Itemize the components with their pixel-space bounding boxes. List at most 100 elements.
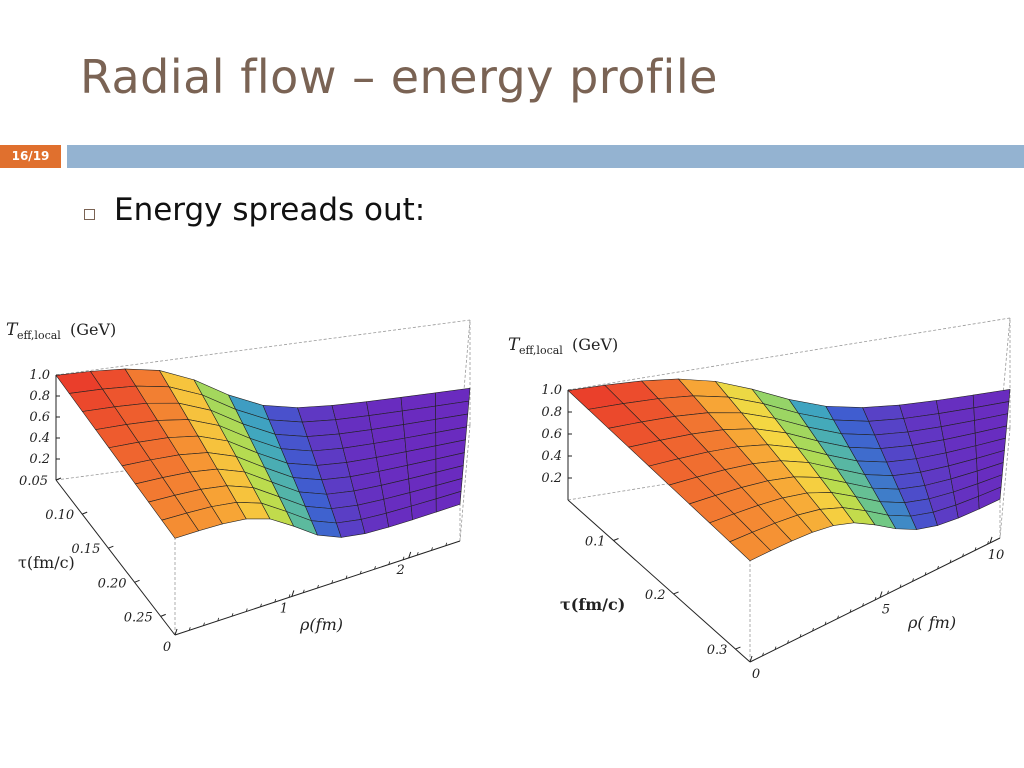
- tau-tick: [735, 646, 741, 650]
- surface-cell: [335, 519, 366, 538]
- tau-axis-line: [55, 479, 176, 636]
- tau-axis-label: τ(fm/c): [560, 595, 625, 614]
- tau-tick: [55, 477, 62, 481]
- bullet-text: Energy spreads out:: [114, 192, 426, 228]
- rho-minor-tick: [949, 559, 952, 563]
- rho-minor-tick: [962, 553, 964, 557]
- rho-axis-label: ρ( fm): [907, 613, 956, 632]
- tau-tick-label: 0.25: [124, 610, 153, 625]
- rho-tick: [408, 551, 412, 559]
- rho-minor-tick: [762, 652, 764, 656]
- surface-group: [567, 317, 1011, 663]
- z-tick-label: 0.4: [541, 449, 562, 464]
- zlabel-unit: (GeV): [70, 320, 116, 339]
- zlabel-sub: eff,local: [519, 344, 563, 357]
- rho-minor-tick: [374, 566, 376, 570]
- rho-minor-tick: [245, 608, 248, 612]
- rho-minor-tick: [345, 575, 348, 579]
- rho-minor-tick: [912, 578, 914, 582]
- tau-tick: [613, 538, 619, 541]
- surface-cell: [301, 419, 340, 437]
- rho-minor-tick: [774, 646, 777, 650]
- tau-tick-label: 0.10: [45, 508, 74, 523]
- slide-title: Radial flow – energy profile: [80, 50, 718, 104]
- rho-minor-tick: [416, 551, 419, 556]
- rho-minor-tick: [787, 640, 789, 644]
- tau-axis-label: τ(fm/c): [18, 553, 75, 572]
- tau-tick-label: 0.3: [707, 643, 728, 658]
- tau-tick-label: 0.20: [98, 576, 127, 591]
- rho-minor-tick: [402, 556, 405, 560]
- rho-minor-tick: [317, 584, 319, 589]
- tau-tick: [108, 545, 114, 549]
- rho-axis-label: ρ(fm): [299, 615, 343, 634]
- rho-minor-tick: [260, 603, 262, 607]
- tau-tick: [160, 613, 166, 617]
- rho-minor-tick: [203, 622, 205, 626]
- surface-cell: [297, 405, 337, 423]
- rho-minor-tick: [331, 580, 334, 584]
- rho-tick: [749, 655, 753, 663]
- zlabel-unit: (GeV): [572, 335, 618, 354]
- rho-tick-label: 10: [988, 548, 1005, 563]
- rho-minor-tick: [974, 547, 977, 551]
- z-tick-label: 0.2: [541, 471, 562, 486]
- rho-minor-tick: [431, 547, 433, 551]
- rho-minor-tick: [862, 603, 864, 607]
- rho-tick-label: 0: [752, 667, 760, 682]
- zlabel-sub: eff,local: [17, 329, 61, 342]
- rho-minor-tick: [388, 561, 391, 565]
- z-tick-label: 0.8: [29, 389, 50, 404]
- rho-minor-tick: [302, 589, 305, 593]
- zlabel-main: T: [6, 320, 19, 340]
- rho-tick: [174, 628, 178, 636]
- rho-minor-tick: [445, 542, 448, 546]
- surface-plot-left: T eff,local (GeV) τ(fm/c) ρ(fm) 1.0 0.8 0.…: [6, 319, 471, 655]
- rho-minor-tick: [799, 634, 802, 638]
- rho-minor-tick: [231, 613, 234, 617]
- rho-minor-tick: [887, 590, 889, 594]
- surface-cell: [435, 490, 462, 513]
- tau-tick: [134, 579, 140, 583]
- rho-minor-tick: [937, 565, 939, 570]
- z-tick-label: 1.0: [541, 383, 562, 398]
- rho-tick: [989, 536, 993, 544]
- rho-minor-tick: [217, 617, 220, 622]
- slide-number: 16/19: [0, 145, 61, 168]
- z-tick-label: 0.8: [541, 405, 562, 420]
- rho-tick-label: 2: [396, 563, 405, 578]
- tau-tick-label: 0.05: [19, 474, 48, 489]
- z-tick-label: 0.6: [541, 427, 562, 442]
- rho-minor-tick: [359, 570, 362, 575]
- title-divider-bar: [67, 145, 1024, 168]
- rho-tick-label: 0: [163, 640, 171, 655]
- tau-tick-label: 0.2: [645, 588, 666, 603]
- rho-minor-tick: [924, 572, 927, 576]
- rho-tick-label: 5: [882, 603, 890, 618]
- surface-mesh: [567, 378, 1011, 562]
- z-tick-label: 0.2: [29, 452, 50, 467]
- surface-cell: [978, 486, 1002, 510]
- tau-tick-label: 0.15: [71, 542, 100, 557]
- tau-axis-line: [567, 499, 751, 663]
- z-tick-label: 1.0: [29, 368, 50, 383]
- tau-tick-label: 0.1: [585, 535, 606, 550]
- rho-minor-tick: [987, 541, 989, 545]
- surface-plot-right: T eff,local (GeV) τ(fm/c) ρ( fm) 1.0 0.8 0…: [508, 317, 1011, 682]
- rho-minor-tick: [824, 621, 827, 625]
- z-tick-label: 0.6: [29, 410, 50, 425]
- surface-mesh: [55, 368, 471, 539]
- tau-tick: [81, 511, 88, 515]
- zlabel-main: T: [508, 335, 521, 355]
- rho-tick-label: 1: [280, 601, 288, 616]
- rho-tick: [879, 591, 883, 598]
- rho-minor-tick: [812, 627, 814, 632]
- z-tick-label: 0.4: [29, 431, 50, 446]
- rho-minor-tick: [274, 598, 277, 603]
- rho-minor-tick: [849, 609, 852, 613]
- rho-minor-tick: [899, 584, 902, 588]
- tau-tick: [673, 591, 679, 595]
- rho-tick: [291, 590, 295, 597]
- rho-minor-tick: [188, 627, 191, 631]
- bullet-square-icon: [84, 209, 95, 220]
